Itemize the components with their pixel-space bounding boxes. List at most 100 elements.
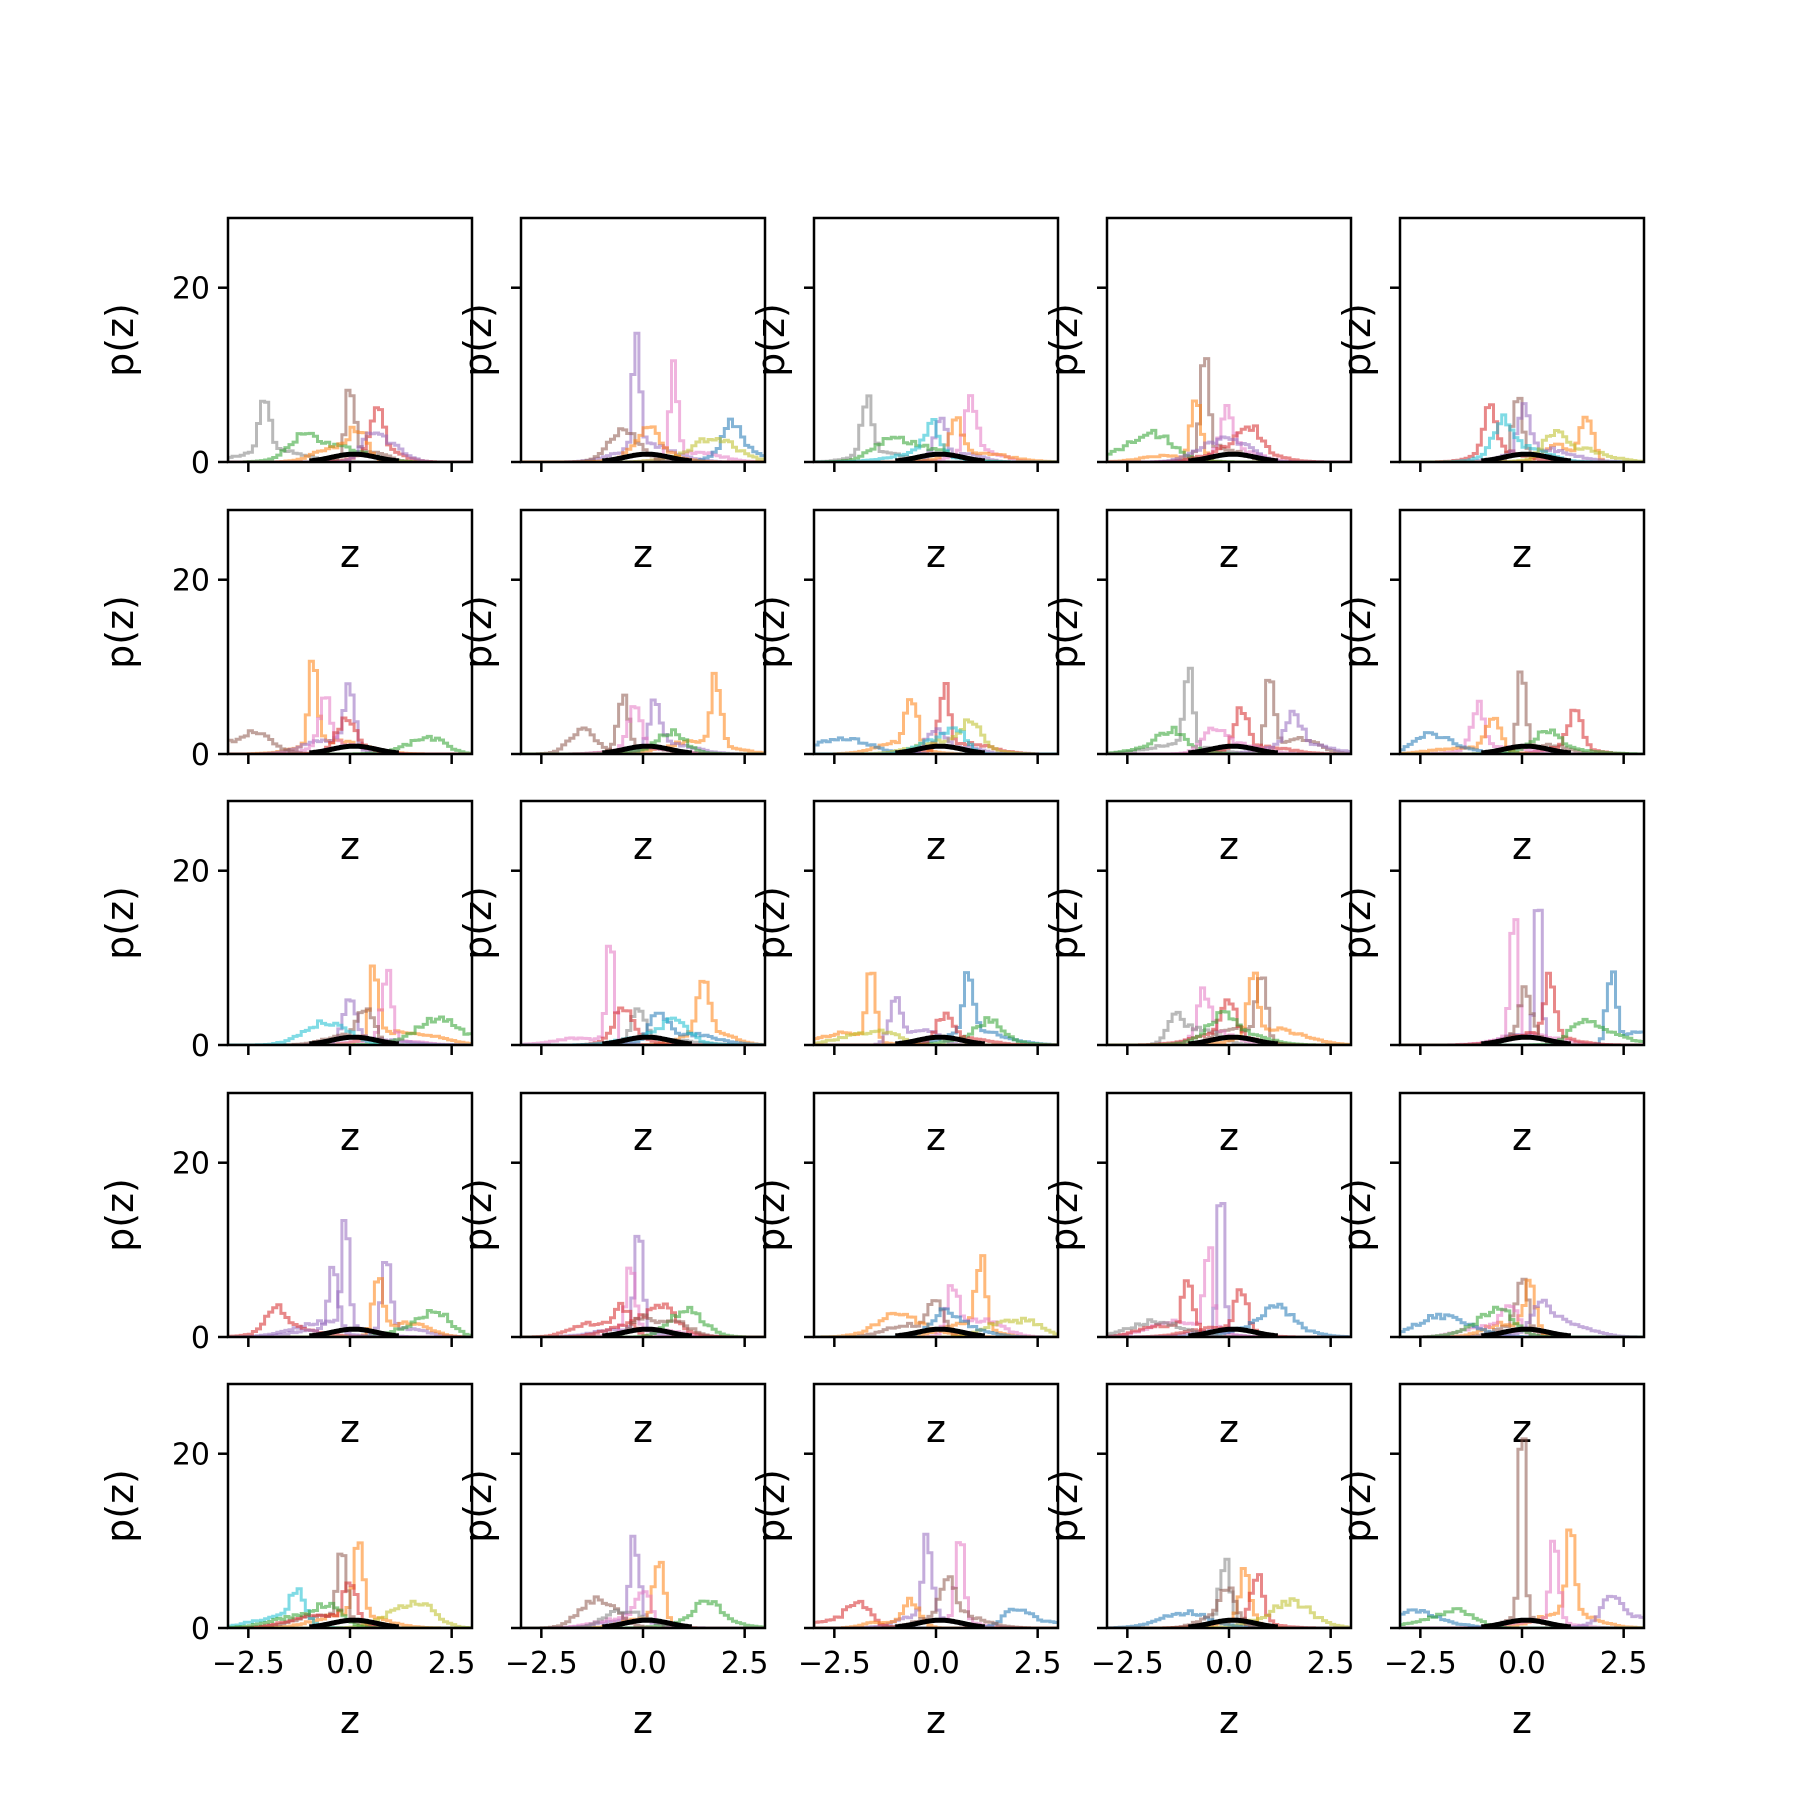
panel-plot-area — [521, 671, 765, 754]
y-axis-label: p(z) — [456, 303, 500, 377]
series-line — [814, 726, 1058, 754]
panel: z p(z) — [749, 508, 1060, 868]
y-axis-label: p(z) — [1335, 886, 1379, 960]
x-tick-label: −2.5 — [798, 1646, 871, 1681]
panel: z p(z) — [1335, 216, 1646, 576]
x-tick-label: 0.0 — [326, 1646, 374, 1681]
panel: z p(z) — [749, 799, 1060, 1159]
mean-line — [1188, 1034, 1279, 1045]
x-axis-label: z — [1512, 532, 1532, 576]
series-line — [521, 1011, 765, 1045]
x-axis-label: z — [340, 1115, 360, 1159]
y-axis-label: p(z) — [456, 595, 500, 669]
x-axis-label: z — [1219, 1115, 1239, 1159]
series-line — [1400, 1298, 1644, 1337]
series-line — [521, 1301, 765, 1337]
series-line — [521, 1234, 765, 1337]
y-axis-label: p(z) — [1042, 1178, 1086, 1252]
x-axis-label: z — [633, 824, 653, 868]
mean-line — [1188, 451, 1279, 462]
x-tick-label: −2.5 — [505, 1646, 578, 1681]
panel-plot-area — [521, 944, 765, 1045]
y-tick-label: 20 — [172, 1147, 210, 1182]
y-axis-label: p(z) — [1335, 1178, 1379, 1252]
mean-line — [309, 1326, 400, 1337]
y-tick-label: 20 — [172, 1438, 210, 1473]
mean-line — [602, 1034, 693, 1045]
y-axis-label: p(z) — [749, 303, 793, 377]
panel-plot-area — [1107, 666, 1351, 754]
series-line — [814, 1311, 1058, 1337]
x-axis-label: z — [340, 824, 360, 868]
y-tick-label: 20 — [172, 855, 210, 890]
panel-frame — [226, 216, 474, 464]
series-line — [1400, 970, 1644, 1045]
panel-plot-area — [1107, 971, 1351, 1045]
panel-plot-area — [228, 964, 472, 1045]
panel: −2.5 0.0 2.5 z p(z) — [456, 1382, 769, 1742]
series-line — [228, 1599, 472, 1628]
mean-line — [602, 1326, 693, 1337]
series-line — [228, 1277, 472, 1337]
y-axis-label: p(z) — [456, 1469, 500, 1543]
mean-line — [1481, 451, 1572, 462]
series-line — [814, 1028, 1058, 1045]
x-tick-label: −2.5 — [212, 1646, 285, 1681]
series-line — [521, 1305, 765, 1337]
y-tick-label: 0 — [191, 446, 210, 481]
series-line — [1400, 670, 1644, 754]
y-axis-label: p(z) — [1042, 303, 1086, 377]
x-axis-label: z — [633, 532, 653, 576]
y-axis-label: p(z) — [749, 595, 793, 669]
x-axis-label: z — [340, 1407, 360, 1451]
y-axis-label: p(z) — [749, 1178, 793, 1252]
x-axis-label: z — [340, 1698, 360, 1742]
x-axis-label: z — [926, 1698, 946, 1742]
series-line — [814, 1532, 1058, 1628]
y-tick-label: 0 — [191, 738, 210, 773]
panel: −2.5 0.0 2.5 0 20 z p(z) — [98, 1382, 476, 1742]
y-axis-label: p(z) — [1335, 303, 1379, 377]
series-line — [521, 944, 765, 1045]
y-axis-label: p(z) — [749, 1469, 793, 1543]
series-line — [1400, 716, 1644, 754]
panel: 0 20 z p(z) — [98, 1091, 474, 1451]
panel-plot-area — [1400, 396, 1644, 462]
x-tick-label: −2.5 — [1384, 1646, 1457, 1681]
series-line — [814, 1284, 1058, 1337]
y-axis-label: p(z) — [749, 886, 793, 960]
series-line — [228, 964, 472, 1045]
series-line — [814, 1596, 1058, 1628]
panel-plot-area — [1400, 670, 1644, 754]
panel-plot-area — [814, 682, 1058, 754]
series-line — [1107, 1279, 1351, 1337]
mean-line — [309, 1617, 400, 1628]
mean-line — [602, 1617, 693, 1628]
panel: −2.5 0.0 2.5 z p(z) — [749, 1382, 1062, 1742]
x-tick-label: 2.5 — [721, 1646, 769, 1681]
x-axis-label: z — [926, 532, 946, 576]
panel: z p(z) — [1335, 1091, 1646, 1451]
y-axis-label: p(z) — [98, 1469, 142, 1543]
panel: z p(z) — [1042, 799, 1353, 1159]
series-line — [1107, 399, 1351, 462]
mean-line — [895, 1617, 986, 1628]
panel-plot-area — [1107, 1557, 1351, 1628]
y-axis-label: p(z) — [1335, 595, 1379, 669]
x-axis-label: z — [1219, 1407, 1239, 1451]
x-tick-label: 0.0 — [1205, 1646, 1253, 1681]
mean-line — [309, 743, 400, 754]
series-line — [814, 416, 1058, 462]
series-line — [1400, 429, 1644, 462]
x-axis-label: z — [1219, 824, 1239, 868]
y-tick-label: 0 — [191, 1029, 210, 1064]
panel: −2.5 0.0 2.5 z p(z) — [1335, 1382, 1648, 1742]
x-tick-label: 2.5 — [428, 1646, 476, 1681]
mean-line — [1188, 1617, 1279, 1628]
series-line — [814, 1254, 1058, 1337]
x-axis-label: z — [1512, 1115, 1532, 1159]
series-line — [228, 1581, 472, 1628]
y-tick-label: 0 — [191, 1612, 210, 1647]
panel: z p(z) — [749, 1091, 1060, 1451]
